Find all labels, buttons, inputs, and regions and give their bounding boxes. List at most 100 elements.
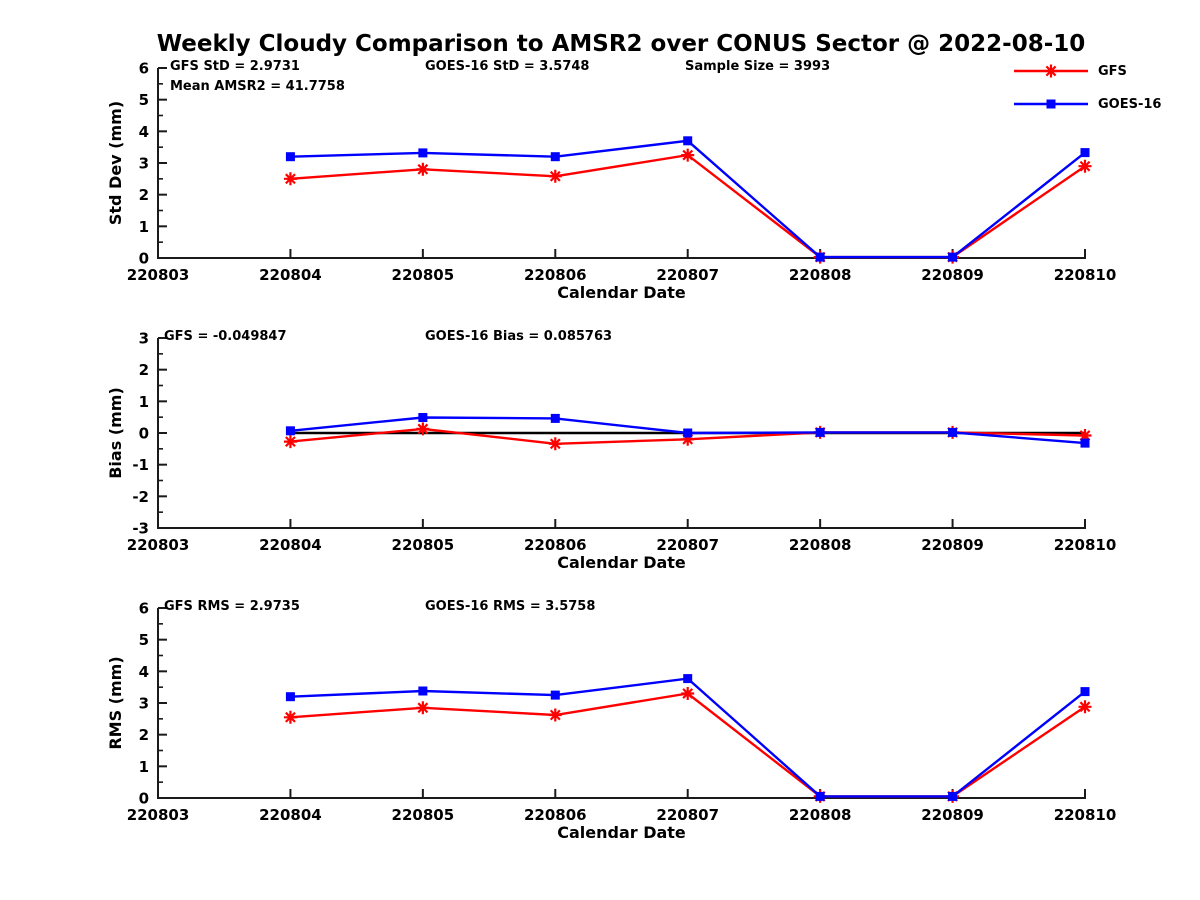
legend-item-gfs[interactable]: GFS xyxy=(1012,63,1161,79)
asterisk-marker-icon xyxy=(1044,64,1058,78)
y-tick-label: 3 xyxy=(139,695,149,713)
y-tick-label: 0 xyxy=(139,250,149,268)
annotation: GFS RMS = 2.9735 xyxy=(164,599,300,614)
legend-sample-goes-16 xyxy=(1014,99,1088,109)
annotation: Mean AMSR2 = 41.7758 xyxy=(170,79,345,94)
gfs-marker-icon xyxy=(681,148,695,162)
goes-16-marker-icon xyxy=(683,428,693,438)
y-tick-label: -1 xyxy=(132,456,149,474)
x-tick-label: 220806 xyxy=(524,266,587,284)
legend: GFS GOES-16 xyxy=(1012,63,1161,129)
goes-16-marker-icon xyxy=(418,413,428,422)
x-tick-label: 220805 xyxy=(392,536,455,554)
gfs-marker-icon xyxy=(416,422,430,436)
y-tick-label: 1 xyxy=(139,758,149,776)
y-tick-label: 5 xyxy=(139,631,149,649)
y-axis-title: Std Dev (mm) xyxy=(106,101,125,225)
goes-16-marker-icon xyxy=(815,252,825,262)
x-tick-label: 220806 xyxy=(524,806,587,824)
goes-16-marker-icon xyxy=(948,427,958,437)
y-tick-label: 2 xyxy=(139,186,149,204)
annotation: GOES-16 StD = 3.5748 xyxy=(425,59,589,74)
goes-16-marker-icon xyxy=(550,152,560,162)
y-tick-label: 4 xyxy=(139,123,149,141)
gfs-marker-icon xyxy=(1078,429,1092,442)
goes-16-marker-icon xyxy=(418,686,428,696)
gfs-marker-icon xyxy=(548,708,562,722)
goes-16-marker-icon xyxy=(418,148,428,158)
gfs-marker-icon xyxy=(1078,159,1092,173)
y-tick-label: 1 xyxy=(139,393,149,411)
goes-16-marker-icon xyxy=(683,674,693,684)
legend-sample-gfs xyxy=(1014,64,1088,78)
x-tick-label: 220810 xyxy=(1054,266,1117,284)
gfs-marker-icon xyxy=(681,687,695,700)
y-tick-label: -2 xyxy=(132,488,149,506)
y-tick-label: 0 xyxy=(139,425,149,443)
y-tick-label: 3 xyxy=(139,155,149,173)
goes-16-marker-icon xyxy=(1080,687,1090,697)
gfs-marker-icon xyxy=(283,710,297,724)
gfs-marker-icon xyxy=(1078,700,1092,714)
y-tick-label: 5 xyxy=(139,91,149,109)
gfs-marker-icon xyxy=(416,701,430,715)
y-axis-title: Bias (mm) xyxy=(106,387,125,479)
y-tick-label: 1 xyxy=(139,218,149,236)
x-tick-label: 220805 xyxy=(392,806,455,824)
x-tick-label: 220806 xyxy=(524,536,587,554)
x-tick-label: 220804 xyxy=(259,536,322,554)
goes-16-marker-icon xyxy=(815,791,825,801)
x-tick-label: 220810 xyxy=(1054,536,1117,554)
legend-label: GFS xyxy=(1098,63,1127,79)
annotation: GFS StD = 2.9731 xyxy=(170,59,300,74)
gfs-marker-icon xyxy=(416,162,430,176)
legend-label: GOES-16 xyxy=(1098,96,1162,112)
gfs-marker-icon xyxy=(548,169,562,183)
x-tick-label: 220809 xyxy=(921,806,984,824)
x-tick-label: 220804 xyxy=(259,266,322,284)
x-tick-label: 220804 xyxy=(259,806,322,824)
x-tick-label: 220803 xyxy=(127,266,190,284)
goes-16-marker-icon xyxy=(815,427,825,437)
goes-16-marker-icon xyxy=(285,426,295,436)
goes-16-marker-icon xyxy=(550,413,560,423)
annotation: GOES-16 RMS = 3.5758 xyxy=(425,599,595,614)
y-tick-label: 4 xyxy=(139,663,149,681)
chart-std-dev: 0 1 2 3 4 5 6 220803 220804 220805 220806 220807 220… xyxy=(106,59,1116,302)
annotation: Sample Size = 3993 xyxy=(685,59,830,74)
x-tick-label: 220805 xyxy=(392,266,455,284)
goes-16-marker-icon xyxy=(285,152,295,162)
gfs-line xyxy=(290,153,1086,259)
goes-16-marker-icon xyxy=(1080,438,1090,448)
goes-16-marker-icon xyxy=(1080,148,1090,158)
x-tick-label: 220807 xyxy=(656,806,719,824)
gfs-marker-icon xyxy=(283,172,297,186)
goes-16-marker-icon xyxy=(683,136,693,146)
gfs-marker-icon xyxy=(681,432,695,446)
annotation: GOES-16 Bias = 0.085763 xyxy=(425,329,612,344)
y-tick-label: 6 xyxy=(139,60,149,78)
annotation: GFS = -0.049847 xyxy=(164,329,287,344)
gfs-line xyxy=(290,692,1086,798)
square-marker-icon xyxy=(1046,99,1056,109)
goes-16-marker-icon xyxy=(948,791,958,801)
x-tick-label: 220809 xyxy=(921,536,984,554)
y-tick-label: 6 xyxy=(139,600,149,618)
y-axis-title: RMS (mm) xyxy=(106,656,125,749)
x-axis-title: Calendar Date xyxy=(557,283,686,302)
x-axis-title: Calendar Date xyxy=(557,553,686,572)
x-tick-label: 220810 xyxy=(1054,806,1117,824)
goes-16-marker-icon xyxy=(948,252,958,262)
x-tick-label: 220808 xyxy=(789,806,852,824)
y-tick-label: 2 xyxy=(139,726,149,744)
y-tick-label: 0 xyxy=(139,790,149,808)
x-tick-label: 220808 xyxy=(789,266,852,284)
gfs-marker-icon xyxy=(283,435,297,449)
x-tick-label: 220809 xyxy=(921,266,984,284)
legend-item-goes-16[interactable]: GOES-16 xyxy=(1012,96,1161,112)
chart-rms: 0 1 2 3 4 5 6 220803 220804 220805 220806 220807 220… xyxy=(106,599,1116,842)
y-tick-label: -3 xyxy=(132,520,149,538)
gfs-marker-icon xyxy=(548,437,562,451)
goes-16-marker-icon xyxy=(285,692,295,702)
